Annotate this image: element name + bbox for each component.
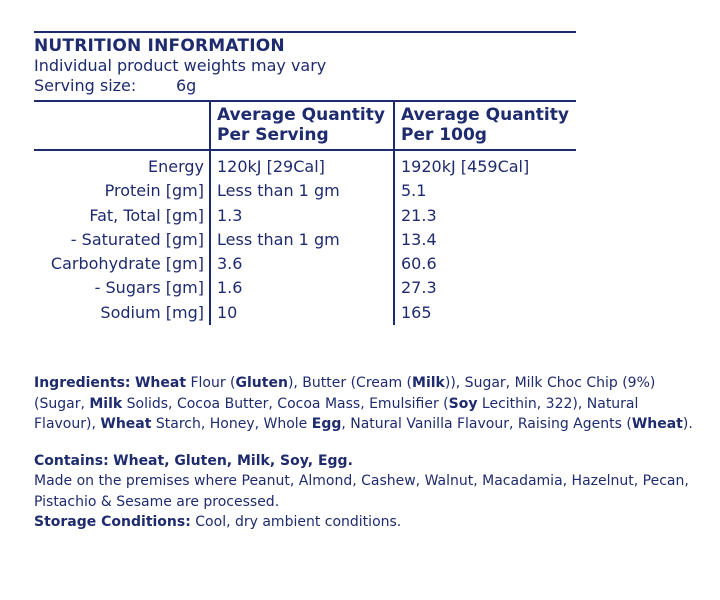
table-header-row: Average Quantity Per Serving Average Qua… (34, 101, 576, 150)
allergen-highlight: Egg (311, 416, 342, 432)
row-label: - Sugars [gm] (94, 278, 204, 298)
storage-line: Storage Conditions: Cool, dry ambient co… (34, 512, 704, 533)
header-per-100g-line2: Per 100g (401, 125, 487, 145)
allergen-highlight: Wheat (631, 416, 683, 432)
allergen-highlight: Wheat (100, 416, 152, 432)
ingredients-heading: Ingredients: (34, 375, 131, 391)
ingredients-text: Wheat Flour (Gluten), Butter (Cream (Mil… (34, 375, 693, 432)
top-rule (34, 31, 576, 33)
table-row: Carbohydrate [gm] 3.6 60.6 (34, 252, 576, 277)
row-per-100g: 5.1 (393, 179, 576, 204)
header-per-serving: Average Quantity Per Serving (209, 101, 394, 150)
row-label: - Saturated [gm] (70, 229, 204, 249)
row-per-serving: 1.3 (209, 203, 394, 228)
row-per-100g: 165 (393, 300, 576, 326)
header-per-serving-line1: Average Quantity (217, 105, 385, 125)
row-per-serving: 1.6 (209, 276, 394, 301)
row-label: Protein [gm] (104, 181, 204, 201)
ingredient-text: , Natural Vanilla Flavour, Raising Agent… (341, 416, 632, 432)
table-row: Protein [gm] Less than 1 gm 5.1 (34, 179, 576, 204)
allergen-highlight: Wheat (134, 375, 187, 391)
row-label: Fat, Total [gm] (89, 205, 204, 225)
row-per-serving: Less than 1 gm (209, 179, 394, 204)
table-row: Energy 120kJ [29Cal] 1920kJ [459Cal] (34, 150, 576, 180)
allergen-highlight: Soy (448, 395, 478, 412)
row-per-100g: 60.6 (393, 252, 576, 277)
panel-title: NUTRITION INFORMATION (34, 36, 285, 56)
ingredient-text: )), Sugar, Milk Choc Chip (9%) (Sugar, (34, 375, 656, 412)
allergen-highlight: Milk (89, 395, 123, 412)
header-per-serving-line2: Per Serving (217, 125, 329, 145)
premises-statement: Made on the premises where Peanut, Almon… (34, 473, 689, 510)
nutrition-table: Average Quantity Per Serving Average Qua… (34, 100, 576, 326)
serving-size-label: Serving size: (34, 76, 137, 95)
row-per-serving: 10 (209, 300, 394, 326)
row-per-100g: 21.3 (393, 203, 576, 228)
spacer (34, 435, 704, 451)
row-per-serving: 3.6 (209, 252, 394, 277)
allergen-highlight: Gluten (235, 375, 288, 391)
row-label: Energy (147, 157, 204, 176)
nutrition-panel: NUTRITION INFORMATION Individual product… (34, 31, 576, 326)
table-row: Sodium [mg] 10 165 (34, 300, 576, 326)
row-per-serving: 120kJ [29Cal] (209, 150, 394, 180)
label-text-block: Ingredients: Wheat Flour (Gluten), Butte… (34, 373, 704, 533)
ingredient-text: ). (682, 416, 693, 432)
ingredient-text: Flour ( (186, 375, 236, 391)
table-row: - Sugars [gm] 1.6 27.3 (34, 276, 576, 301)
ingredient-text: Starch, Honey, Whole (151, 416, 312, 432)
table-row: Fat, Total [gm] 1.3 21.3 (34, 203, 576, 228)
row-label: Sodium [mg] (100, 302, 204, 322)
contains-allergens: Wheat, Gluten, Milk, Soy, Egg. (113, 452, 353, 469)
storage-heading: Storage Conditions: (34, 514, 191, 530)
serving-size: Serving size: 6g (34, 76, 576, 96)
row-per-100g: 1920kJ [459Cal] (393, 150, 576, 180)
serving-size-value: 6g (176, 76, 197, 95)
ingredients-paragraph: Ingredients: Wheat Flour (Gluten), Butte… (34, 373, 704, 435)
row-label: Carbohydrate [gm] (50, 254, 204, 274)
row-per-serving: Less than 1 gm (209, 227, 394, 253)
row-per-100g: 13.4 (393, 227, 576, 253)
table-row: - Saturated [gm] Less than 1 gm 13.4 (34, 227, 576, 253)
ingredient-text: ), Butter (Cream ( (287, 375, 413, 391)
header-per-100g: Average Quantity Per 100g (393, 101, 576, 150)
ingredient-text: Solids, Cocoa Butter, Cocoa Mass, Emulsi… (122, 395, 449, 412)
storage-text: Cool, dry ambient conditions. (195, 514, 402, 530)
header-per-100g-line1: Average Quantity (401, 105, 569, 125)
allergen-highlight: Milk (412, 375, 445, 391)
weight-note: Individual product weights may vary (34, 56, 327, 75)
ingredient-text: Lecithin, 322), Natural Flavour), (34, 395, 639, 433)
contains-heading: Contains: (34, 452, 109, 469)
contains-line: Contains: Wheat, Gluten, Milk, Soy, Egg. (34, 451, 704, 472)
header-label-column (34, 101, 210, 150)
row-per-100g: 27.3 (393, 276, 576, 301)
